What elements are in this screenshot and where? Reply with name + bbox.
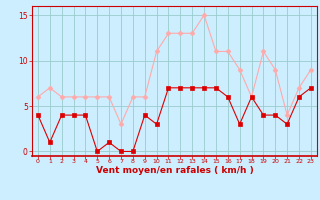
X-axis label: Vent moyen/en rafales ( km/h ): Vent moyen/en rafales ( km/h )	[96, 166, 253, 175]
